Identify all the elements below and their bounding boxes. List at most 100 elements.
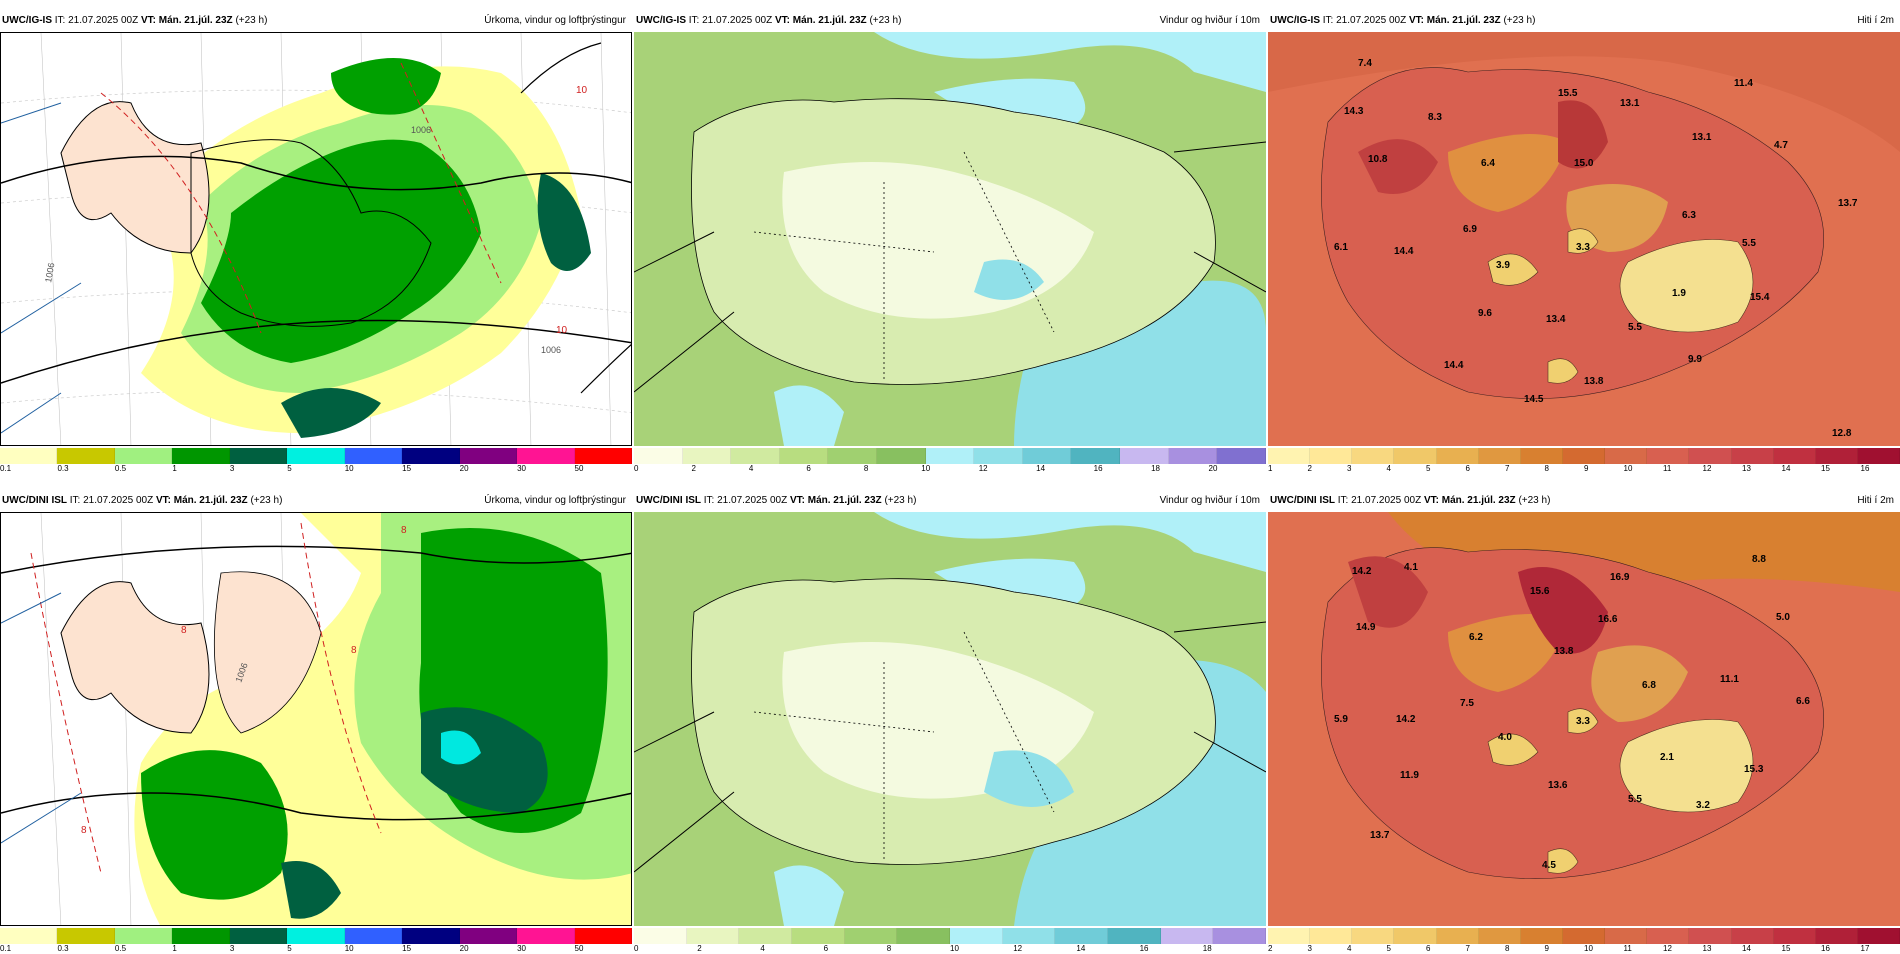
colorbar-tick-label: 6	[1426, 944, 1431, 953]
colorbar-swatch	[682, 448, 732, 464]
colorbar-swatch	[1394, 928, 1437, 944]
temp-label: 11.9	[1400, 770, 1419, 781]
temp-label: 10.8	[1368, 154, 1388, 165]
colorbar-swatch	[1562, 448, 1606, 464]
temperature-map-svg: 7.4 15.5 11.4 14.3 8.3 13.1 13.1 10.8 6.…	[1268, 32, 1900, 446]
colorbar-tick-label: 10	[921, 464, 931, 473]
colorbar-tick-label: 15	[1821, 464, 1830, 473]
colorbar-tick-label: 20	[459, 944, 469, 953]
vt-value: Mán. 21.júl. 23Z	[807, 495, 882, 506]
temp-label: 13.6	[1548, 780, 1568, 791]
colorbar-tick-label: 20	[459, 464, 469, 473]
colorbar-swatch	[229, 928, 288, 944]
colorbar-swatch	[574, 928, 632, 944]
temp-label: 15.4	[1750, 292, 1770, 303]
it-value: 21.07.2025 00Z	[717, 495, 788, 506]
colorbar-tick-label: 14	[1781, 464, 1791, 473]
temp-label: 6.2	[1469, 632, 1483, 643]
colorbar-swatch	[1605, 448, 1648, 464]
colorbar-swatch	[1055, 928, 1109, 944]
temp-label: 16.6	[1598, 614, 1618, 625]
colorbar-tick-label: 16	[1093, 464, 1103, 473]
colorbar-swatch	[974, 448, 1023, 464]
map-label: 8	[181, 625, 187, 636]
vt-label: VT:	[774, 15, 790, 26]
colorbar-swatch	[828, 448, 878, 464]
panel-title: Hiti í 2m	[1857, 15, 1894, 26]
colorbar-tick-label: 16	[1821, 944, 1830, 953]
temp-label: 13.7	[1370, 830, 1390, 841]
colorbar-tick-label: 7	[1505, 464, 1510, 473]
map-precipitation[interactable]: 8 8 8 1006 8	[0, 512, 632, 926]
panel-precipitation-ig-is: UWC/IG-IS IT: 21.07.2025 00Z VT: Mán. 21…	[0, 12, 632, 473]
colorbar-swatch	[925, 448, 975, 464]
temp-label: 13.4	[1546, 314, 1566, 325]
colorbar-swatch	[114, 448, 173, 464]
temp-label: 5.0	[1776, 612, 1790, 623]
colorbar-swatch	[950, 928, 1003, 944]
colorbar-tick-label: 0	[634, 464, 639, 473]
temp-label: 14.3	[1344, 106, 1364, 117]
temp-label: 3.9	[1496, 260, 1510, 271]
panel-header: UWC/IG-IS IT: 21.07.2025 00Z VT: Mán. 21…	[1268, 12, 1900, 30]
lead-time: (+23 h)	[869, 15, 902, 26]
colorbar-tick-label: 16	[1860, 464, 1870, 473]
temp-label: 9.6	[1478, 308, 1492, 319]
colorbar-ticks: 1 2 3 4 5 6 7 8 9 10 11 12 13 14 15 16	[1268, 464, 1900, 474]
map-temperature[interactable]: 14.2 4.1 16.9 8.8 15.6 14.9 16.6 5.0 6.2…	[1268, 512, 1900, 926]
colorbar-tick-label: 12	[1013, 944, 1023, 953]
map-label: 10	[556, 325, 568, 336]
precipitation-map-svg: 8 8 8 1006 8	[1, 513, 631, 925]
lead-time: (+23 h)	[884, 495, 917, 506]
colorbar-ticks: 0 2 4 6 8 10 12 14 16 18 20	[634, 464, 1266, 474]
colorbar	[634, 928, 1267, 944]
it-label: IT:	[69, 495, 81, 506]
colorbar-swatch	[1394, 448, 1437, 464]
colorbar-swatch	[1520, 928, 1563, 944]
vt-value: Mán. 21.júl. 23Z	[158, 15, 233, 26]
vt-label: VT:	[155, 495, 171, 506]
map-temperature[interactable]: 7.4 15.5 11.4 14.3 8.3 13.1 13.1 10.8 6.…	[1268, 32, 1900, 446]
colorbar-tick-label: 8	[886, 944, 892, 953]
map-wind[interactable]	[634, 32, 1266, 446]
colorbar-swatch	[897, 928, 951, 944]
colorbar-tick-label: 12	[978, 464, 988, 473]
map-label: 8	[351, 645, 357, 656]
colorbar-tick-label: 5	[287, 944, 292, 953]
colorbar-swatch	[0, 448, 58, 464]
temp-label: 6.3	[1682, 210, 1696, 221]
colorbar-tick-label: 50	[574, 944, 584, 953]
colorbar-swatch	[1857, 928, 1900, 944]
colorbar-tick-label: 1	[1268, 464, 1273, 473]
colorbar-swatch	[634, 448, 683, 464]
colorbar-swatch	[634, 928, 687, 944]
colorbar-swatch	[287, 448, 345, 464]
model-name: UWC/DINI ISL	[2, 495, 67, 506]
colorbar	[0, 448, 632, 464]
map-label: 10	[576, 85, 588, 96]
vt-label: VT:	[789, 495, 805, 506]
colorbar-tick-label: 5	[1426, 464, 1431, 473]
colorbar-swatch	[574, 448, 632, 464]
colorbar-swatch	[1731, 928, 1774, 944]
vt-value: Mán. 21.júl. 23Z	[1441, 495, 1516, 506]
colorbar-tick-label: 18	[1151, 464, 1160, 473]
panel-temperature-dini-isl: UWC/DINI ISL IT: 21.07.2025 00Z VT: Mán.…	[1268, 492, 1900, 953]
colorbar-tick-label: 11	[1623, 944, 1632, 953]
colorbar-tick-label: 12	[1702, 464, 1712, 473]
colorbar-swatch	[402, 928, 460, 944]
colorbar	[634, 448, 1266, 464]
colorbar-swatch	[1310, 448, 1353, 464]
row-dini-isl: UWC/DINI ISL IT: 21.07.2025 00Z VT: Mán.…	[0, 492, 1900, 953]
colorbar-swatch	[459, 448, 518, 464]
colorbar-swatch	[1217, 448, 1266, 464]
map-wind[interactable]	[634, 512, 1266, 926]
colorbar-tick-label: 6	[1465, 464, 1470, 473]
temp-label: 13.8	[1584, 376, 1604, 387]
map-precipitation[interactable]: 10 1006 1006 10 1006	[0, 32, 632, 446]
colorbar-tick-label: 8	[1544, 464, 1549, 473]
temp-label: 11.1	[1720, 674, 1739, 685]
it-value: 21.07.2025 00Z	[68, 15, 139, 26]
temp-label: 7.4	[1358, 58, 1372, 69]
colorbar-swatch	[686, 928, 740, 944]
